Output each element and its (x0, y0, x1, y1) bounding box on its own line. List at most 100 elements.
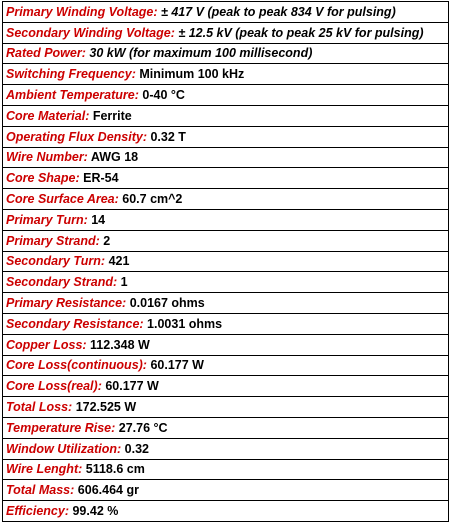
spec-value: 172.525 W (75, 400, 137, 415)
spec-label: Operating Flux Density: (6, 129, 147, 144)
spec-value: 421 (108, 254, 130, 269)
spec-cell: Core Material: Ferrite (2, 104, 449, 127)
spec-label: Secondary Strand: (6, 275, 118, 290)
spec-value: 99.42 % (72, 504, 119, 519)
spec-label: Core Loss(real): (6, 379, 102, 394)
spec-label: Primary Turn: (6, 212, 88, 227)
spec-cell: Secondary Resistance: 1.0031 ohms (2, 312, 449, 335)
spec-row-primary-resistance: Primary Resistance: 0.0167 ohms (2, 292, 449, 314)
spec-value: 112.348 W (90, 337, 150, 352)
spec-value: 60.177 W (105, 379, 159, 394)
spec-value: 0-40 °C (142, 88, 185, 103)
spec-row-ambient-temperature: Ambient Temperature: 0-40 °C (2, 84, 449, 106)
spec-cell: Copper Loss: 112.348 W (2, 333, 449, 356)
spec-cell: Total Loss: 172.525 W (2, 396, 449, 418)
spec-cell: Primary Strand: 2 (2, 229, 449, 252)
spec-row-wire-length: Wire Lenght: 5118.6 cm (2, 458, 449, 481)
spec-label: Core Surface Area: (6, 192, 119, 207)
spec-row-window-utilization: Window Utilization: 0.32 (2, 437, 449, 460)
spec-cell: Wire Lenght: 5118.6 cm (2, 458, 449, 481)
spec-row-switching-frequency: Switching Frequency: Minimum 100 kHz (2, 63, 449, 86)
spec-value: 2 (103, 233, 111, 248)
spec-label: Temperature Rise: (6, 420, 116, 435)
spec-label: Primary Winding Voltage: (6, 4, 158, 19)
spec-label: Secondary Resistance: (6, 316, 144, 331)
spec-cell: Rated Power: 30 kW (for maximum 100 mill… (2, 42, 449, 65)
spec-value: AWG 18 (90, 150, 139, 165)
spec-cell: Core Loss(real): 60.177 W (2, 375, 449, 398)
spec-row-primary-turn: Primary Turn: 14 (2, 208, 449, 231)
spec-cell: Operating Flux Density: 0.32 T (2, 125, 449, 148)
spec-row-operating-flux-density: Operating Flux Density: 0.32 T (2, 125, 449, 148)
spec-label: Primary Strand: (6, 233, 100, 248)
spec-value: 0.0167 ohms (129, 296, 205, 311)
spec-label: Wire Number: (6, 150, 88, 165)
spec-cell: Switching Frequency: Minimum 100 kHz (2, 63, 449, 86)
spec-row-core-loss-continuous: Core Loss(continuous): 60.177 W (2, 354, 449, 377)
spec-value: 60.177 W (150, 358, 204, 373)
spec-label: Secondary Turn: (6, 254, 106, 269)
spec-row-core-material: Core Material: Ferrite (2, 104, 449, 127)
spec-label: Ambient Temperature: (6, 88, 139, 103)
spec-label: Total Mass: (6, 483, 75, 498)
spec-label: Window Utilization: (6, 441, 122, 456)
spec-cell: Temperature Rise: 27.76 °C (2, 416, 449, 439)
spec-value: ± 417 V (peak to peak 834 V for pulsing) (161, 4, 396, 19)
spec-value: Ferrite (92, 108, 132, 123)
spec-value: 0.32 T (150, 129, 186, 144)
spec-row-secondary-turn: Secondary Turn: 421 (2, 250, 449, 273)
spec-cell: Secondary Strand: 1 (2, 271, 449, 294)
spec-row-wire-number: Wire Number: AWG 18 (2, 146, 449, 169)
spec-label: Secondary Winding Voltage: (6, 25, 175, 40)
spec-row-rated-power: Rated Power: 30 kW (for maximum 100 mill… (2, 42, 449, 65)
spec-cell: Primary Resistance: 0.0167 ohms (2, 292, 449, 314)
spec-cell: Primary Winding Voltage: ± 417 V (peak t… (2, 1, 449, 23)
spec-row-primary-winding-voltage: Primary Winding Voltage: ± 417 V (peak t… (2, 1, 449, 23)
spec-row-secondary-winding-voltage: Secondary Winding Voltage: ± 12.5 kV (pe… (2, 21, 449, 44)
spec-value: 5118.6 cm (85, 462, 145, 477)
spec-cell: Secondary Turn: 421 (2, 250, 449, 273)
spec-row-secondary-strand: Secondary Strand: 1 (2, 271, 449, 294)
spec-cell: Wire Number: AWG 18 (2, 146, 449, 169)
spec-value: 606.464 gr (77, 483, 139, 498)
spec-label: Rated Power: (6, 46, 86, 61)
spec-cell: Core Surface Area: 60.7 cm^2 (2, 188, 449, 210)
spec-cell: Core Loss(continuous): 60.177 W (2, 354, 449, 377)
spec-cell: Window Utilization: 0.32 (2, 437, 449, 460)
spec-cell: Total Mass: 606.464 gr (2, 479, 449, 502)
spec-label: Copper Loss: (6, 337, 87, 352)
spec-cell: Efficiency: 99.42 % (2, 500, 449, 522)
spec-label: Total Loss: (6, 400, 73, 415)
spec-label: Core Shape: (6, 171, 80, 186)
spec-value: 1.0031 ohms (147, 316, 223, 331)
spec-label: Efficiency: (6, 504, 69, 519)
spec-value: 14 (91, 212, 106, 227)
spec-row-temperature-rise: Temperature Rise: 27.76 °C (2, 416, 449, 439)
spec-row-total-mass: Total Mass: 606.464 gr (2, 479, 449, 502)
spec-cell: Core Shape: ER-54 (2, 167, 449, 190)
spec-row-efficiency: Efficiency: 99.42 % (2, 500, 449, 522)
spec-row-core-surface-area: Core Surface Area: 60.7 cm^2 (2, 188, 449, 210)
spec-value: 27.76 °C (118, 420, 168, 435)
spec-row-total-loss: Total Loss: 172.525 W (2, 396, 449, 418)
spec-label: Core Loss(continuous): (6, 358, 147, 373)
spec-value: 30 kW (for maximum 100 millisecond) (89, 46, 313, 61)
spec-cell: Primary Turn: 14 (2, 208, 449, 231)
spec-row-primary-strand: Primary Strand: 2 (2, 229, 449, 252)
spec-cell: Ambient Temperature: 0-40 °C (2, 84, 449, 106)
spec-row-copper-loss: Copper Loss: 112.348 W (2, 333, 449, 356)
spec-label: Wire Lenght: (6, 462, 83, 477)
spec-value: Minimum 100 kHz (139, 67, 245, 82)
spec-cell: Secondary Winding Voltage: ± 12.5 kV (pe… (2, 21, 449, 44)
spec-row-core-shape: Core Shape: ER-54 (2, 167, 449, 190)
spec-value: 1 (120, 275, 128, 290)
spec-value: 60.7 cm^2 (122, 192, 183, 207)
spec-label: Primary Resistance: (6, 296, 127, 311)
spec-row-secondary-resistance: Secondary Resistance: 1.0031 ohms (2, 312, 449, 335)
spec-value: 0.32 (124, 441, 149, 456)
spec-value: ± 12.5 kV (peak to peak 25 kV for pulsin… (178, 25, 424, 40)
spec-label: Core Material: (6, 108, 90, 123)
spec-row-core-loss-real: Core Loss(real): 60.177 W (2, 375, 449, 398)
